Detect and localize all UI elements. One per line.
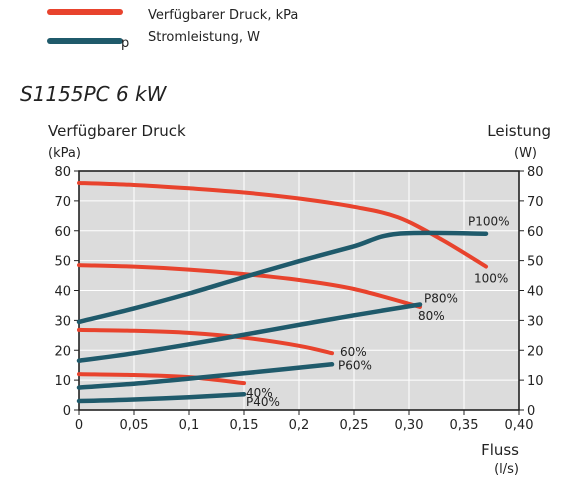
y-left-tick-label: 30 bbox=[54, 314, 71, 329]
y-right-axis-unit: (W) bbox=[514, 146, 537, 161]
y-left-tick-label: 60 bbox=[54, 225, 71, 240]
series-label-p100pct: P100% bbox=[468, 215, 510, 229]
y-right-tick-label: 10 bbox=[527, 374, 544, 389]
y-right-tick-label: 40 bbox=[527, 285, 544, 300]
series-label-40pct: 40% bbox=[246, 386, 273, 400]
y-left-tick-label: 40 bbox=[54, 285, 71, 300]
x-tick-label: 0,15 bbox=[230, 418, 259, 433]
series-line-40pct bbox=[77, 372, 246, 386]
series-line-p40pct bbox=[76, 391, 247, 404]
y-left-tick-label: 80 bbox=[54, 165, 71, 180]
y-left-tick-label: 20 bbox=[54, 344, 71, 359]
y-right-tick-label: 80 bbox=[527, 165, 544, 180]
x-tick-label: 0,35 bbox=[450, 418, 479, 433]
model-title: S1155PC 6 kW bbox=[20, 82, 168, 106]
x-tick-label: 0,05 bbox=[120, 418, 149, 433]
y-right-tick-label: 30 bbox=[527, 314, 544, 329]
y-right-tick-label: 50 bbox=[527, 255, 544, 270]
y-left-tick-label: 0 bbox=[63, 404, 71, 419]
series-line-p100pct bbox=[76, 230, 489, 325]
x-tick-label: 0,25 bbox=[340, 418, 369, 433]
x-tick-label: 0,30 bbox=[395, 418, 424, 433]
legend: Verfügbarer Druck, kPa p Stromleistung, … bbox=[47, 8, 298, 51]
x-axis-title: Fluss bbox=[481, 441, 519, 459]
y-left-tick-label: 70 bbox=[54, 195, 71, 210]
y-right-tick-label: 0 bbox=[527, 404, 535, 419]
series-line-60pct bbox=[77, 327, 334, 356]
y-right-tick-label: 60 bbox=[527, 225, 544, 240]
legend-power-label: Stromleistung, W bbox=[148, 30, 260, 45]
plot-area: 0 0,05 0,1 0,15 0,2 0,25 0,30 0,35 0,40010203040… bbox=[54, 165, 543, 433]
x-tick-label: 0 bbox=[75, 418, 83, 433]
legend-pressure-label: Verfügbarer Druck, kPa bbox=[148, 8, 298, 23]
x-tick-label: 0,2 bbox=[289, 418, 310, 433]
x-tick-label: 0,1 bbox=[179, 418, 200, 433]
series-line-80pct bbox=[77, 263, 422, 309]
series-label-100pct: 100% bbox=[474, 272, 508, 286]
y-left-axis-title: Verfügbarer Druck bbox=[48, 122, 186, 140]
y-right-tick-label: 70 bbox=[527, 195, 544, 210]
series-label-p40pct: P40% bbox=[246, 395, 280, 409]
series-line-p60pct bbox=[76, 362, 335, 390]
series-label-60pct: 60% bbox=[340, 345, 367, 359]
series-label-80pct: 80% bbox=[418, 309, 445, 323]
y-right-tick-label: 20 bbox=[527, 344, 544, 359]
x-axis-unit: (l/s) bbox=[494, 462, 519, 477]
legend-power-marker: p bbox=[121, 36, 129, 51]
y-left-tick-label: 10 bbox=[54, 374, 71, 389]
series-label-p80pct: P80% bbox=[424, 292, 458, 306]
x-tick-label: 0,40 bbox=[505, 418, 534, 433]
series-line-p80pct bbox=[76, 302, 423, 363]
series-label-p60pct: P60% bbox=[338, 358, 372, 372]
y-right-axis-title: Leistung bbox=[487, 122, 551, 140]
y-left-axis-unit: (kPa) bbox=[48, 146, 81, 161]
y-left-tick-label: 50 bbox=[54, 255, 71, 270]
